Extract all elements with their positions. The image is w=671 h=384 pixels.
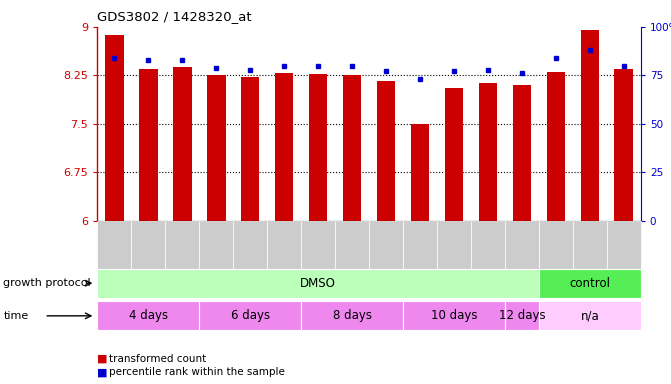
- Text: GDS3802 / 1428320_at: GDS3802 / 1428320_at: [97, 10, 252, 23]
- Bar: [376, 81, 395, 221]
- Bar: [547, 72, 565, 221]
- Text: ■: ■: [97, 354, 108, 364]
- Bar: [615, 69, 633, 221]
- Text: time: time: [3, 311, 29, 321]
- Bar: [207, 75, 225, 221]
- Text: ■: ■: [97, 367, 108, 377]
- Text: 8 days: 8 days: [333, 310, 372, 322]
- Text: n/a: n/a: [580, 310, 599, 322]
- Bar: [105, 35, 123, 221]
- Bar: [343, 75, 362, 221]
- Text: growth protocol: growth protocol: [3, 278, 91, 288]
- Bar: [173, 67, 191, 221]
- Bar: [139, 69, 158, 221]
- Bar: [241, 77, 260, 221]
- Text: percentile rank within the sample: percentile rank within the sample: [109, 367, 285, 377]
- Bar: [478, 83, 497, 221]
- Bar: [445, 88, 463, 221]
- Text: transformed count: transformed count: [109, 354, 206, 364]
- Text: control: control: [570, 277, 611, 290]
- Bar: [513, 85, 531, 221]
- Bar: [411, 124, 429, 221]
- Bar: [275, 73, 293, 221]
- Text: 12 days: 12 days: [499, 310, 546, 322]
- Text: 6 days: 6 days: [231, 310, 270, 322]
- Text: 4 days: 4 days: [129, 310, 168, 322]
- Text: 10 days: 10 days: [431, 310, 477, 322]
- Bar: [580, 30, 599, 221]
- Bar: [309, 74, 327, 221]
- Text: DMSO: DMSO: [300, 277, 336, 290]
